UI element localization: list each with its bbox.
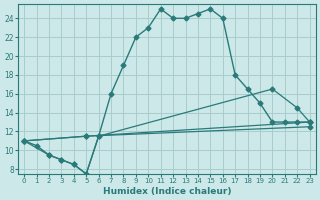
X-axis label: Humidex (Indice chaleur): Humidex (Indice chaleur) [103,187,231,196]
